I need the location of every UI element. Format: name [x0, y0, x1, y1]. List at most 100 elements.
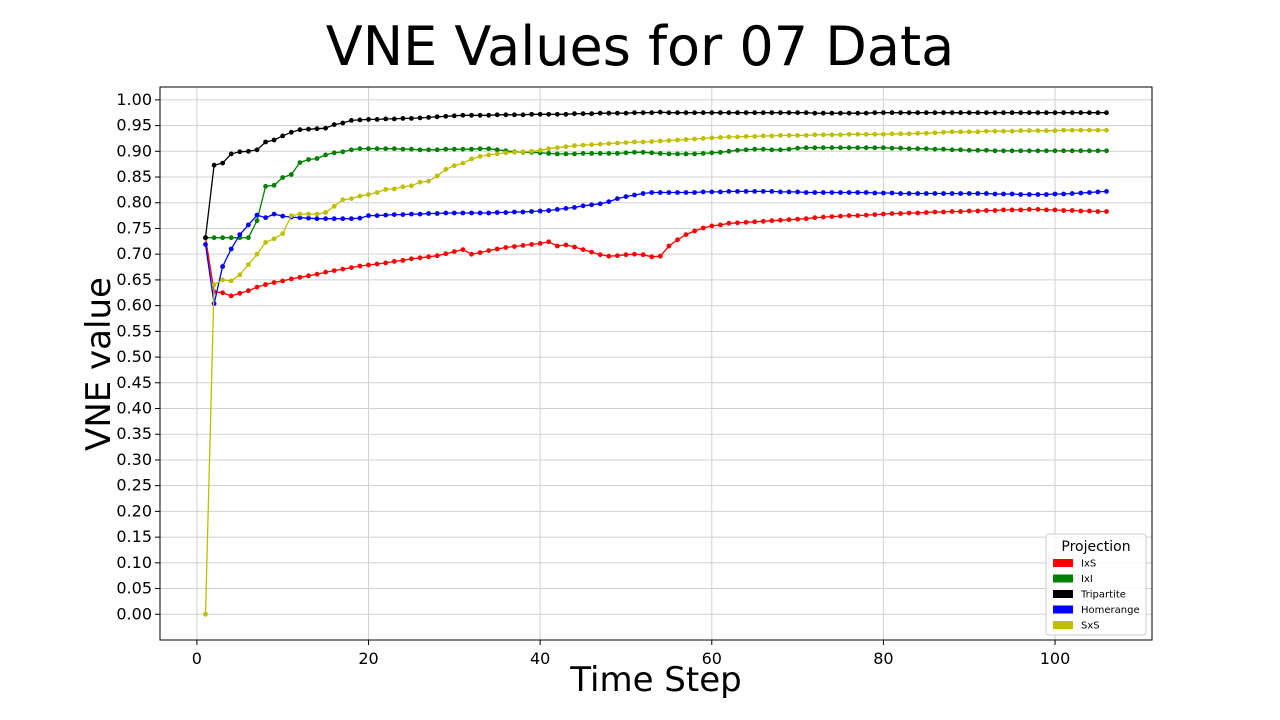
data-point	[803, 110, 809, 116]
data-point	[374, 213, 380, 219]
data-point	[554, 145, 560, 151]
data-point	[434, 147, 440, 153]
data-point	[700, 110, 706, 116]
data-point	[1018, 148, 1024, 154]
data-point	[863, 190, 869, 195]
data-point	[580, 111, 586, 117]
data-point	[580, 247, 586, 253]
data-point	[975, 129, 981, 135]
data-point	[898, 110, 903, 116]
series-layer	[203, 109, 1109, 617]
data-point	[323, 152, 328, 158]
data-point	[872, 212, 878, 218]
data-point	[1061, 110, 1066, 116]
data-point	[769, 147, 775, 153]
data-point	[1052, 191, 1058, 197]
data-point	[992, 110, 998, 116]
data-point	[760, 218, 766, 224]
data-point	[503, 150, 509, 156]
data-point	[786, 217, 792, 223]
data-point	[297, 127, 303, 133]
series-line	[204, 190, 1107, 304]
data-point	[1044, 128, 1049, 134]
data-point	[1104, 127, 1109, 133]
data-point	[537, 241, 543, 246]
data-point	[203, 242, 208, 247]
series-line	[205, 147, 1107, 239]
data-point	[288, 129, 294, 135]
data-point	[898, 145, 903, 151]
data-point	[632, 251, 637, 257]
data-point	[820, 214, 826, 220]
data-point	[984, 147, 989, 153]
data-point	[906, 191, 912, 196]
data-point	[1078, 208, 1084, 214]
data-point	[589, 151, 594, 156]
data-point	[700, 189, 706, 195]
data-point	[383, 146, 389, 152]
data-point	[735, 110, 740, 116]
data-point	[546, 208, 552, 213]
data-point	[1052, 148, 1058, 154]
data-point	[288, 172, 294, 177]
data-point	[426, 147, 431, 153]
data-point	[460, 160, 466, 166]
data-point	[1035, 207, 1041, 212]
data-point	[1095, 148, 1101, 154]
data-point	[1001, 191, 1006, 197]
data-point	[331, 203, 337, 209]
data-point	[718, 110, 723, 116]
data-point	[700, 136, 706, 141]
data-point	[760, 189, 766, 194]
y-tick-label: 0.80	[116, 193, 152, 212]
y-tick-label: 0.25	[116, 476, 152, 495]
data-point	[923, 146, 929, 152]
data-point	[451, 210, 457, 216]
data-point	[649, 254, 655, 260]
data-point	[366, 192, 371, 197]
data-point	[366, 262, 371, 268]
data-point	[572, 143, 577, 149]
data-point	[1087, 148, 1092, 154]
data-point	[580, 203, 586, 209]
data-point	[1026, 207, 1032, 212]
data-point	[366, 213, 371, 219]
legend-swatch	[1053, 621, 1073, 629]
legend-swatch	[1053, 590, 1073, 598]
data-point	[417, 255, 423, 261]
data-point	[349, 118, 354, 123]
data-point	[349, 216, 354, 222]
data-point	[769, 110, 775, 116]
data-point	[846, 190, 852, 195]
data-point	[640, 110, 646, 116]
data-point	[203, 235, 208, 241]
data-point	[580, 151, 586, 156]
data-point	[606, 253, 612, 259]
data-point	[211, 235, 217, 241]
data-point	[1095, 189, 1101, 195]
data-point	[846, 213, 852, 219]
data-point	[520, 243, 526, 248]
data-point	[297, 211, 303, 217]
data-point	[228, 246, 234, 252]
data-point	[1001, 207, 1006, 213]
data-point	[838, 190, 843, 195]
data-point	[246, 262, 251, 267]
data-point	[563, 151, 569, 157]
data-point	[915, 210, 921, 216]
data-point	[666, 151, 672, 157]
data-point	[537, 111, 543, 117]
data-point	[271, 236, 277, 242]
data-point	[941, 110, 946, 116]
data-point	[606, 110, 612, 116]
data-point	[263, 183, 268, 189]
data-point	[743, 134, 749, 139]
data-point	[803, 133, 809, 138]
data-point	[220, 264, 226, 269]
data-point	[984, 191, 989, 196]
data-point	[1044, 192, 1049, 197]
data-point	[906, 146, 912, 152]
y-tick-label: 0.75	[116, 218, 152, 237]
data-point	[297, 274, 303, 280]
data-point	[1009, 110, 1015, 116]
